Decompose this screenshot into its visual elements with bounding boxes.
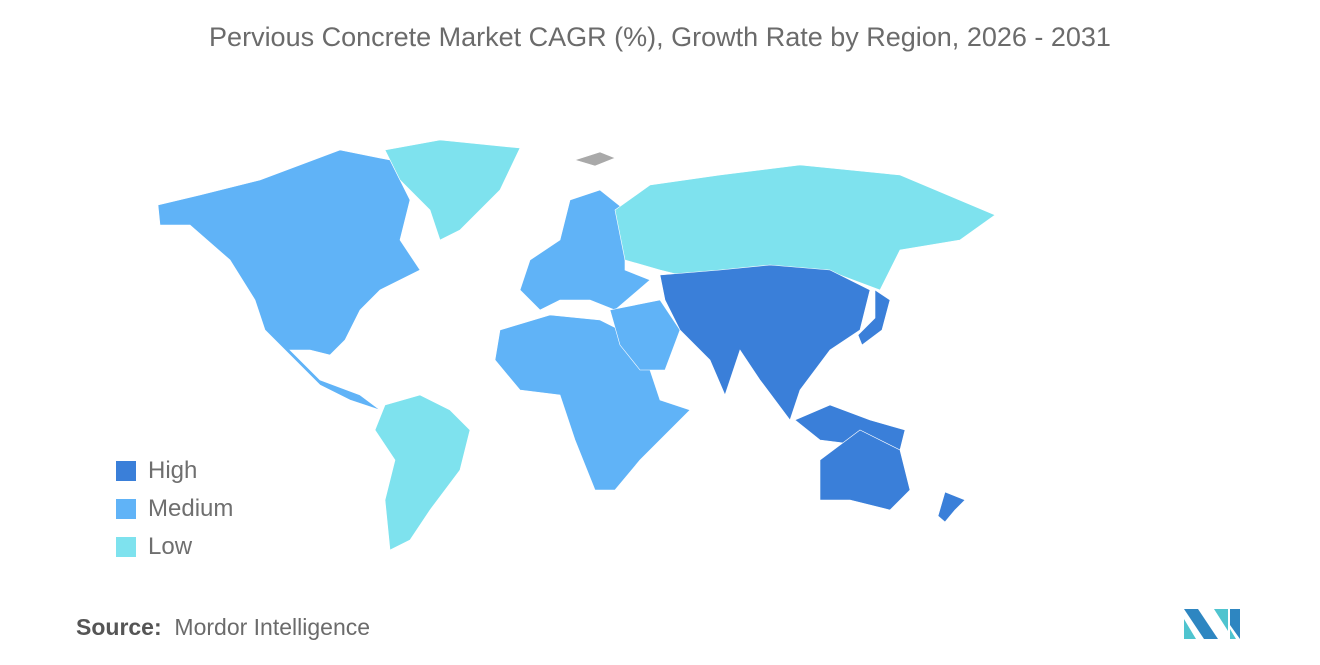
legend-label: Low <box>148 533 193 560</box>
region-south-america <box>374 394 471 551</box>
legend-item-high: High <box>116 452 233 490</box>
region-no-data-svalbard <box>573 151 616 167</box>
mordor-intelligence-logo <box>1184 609 1240 639</box>
legend-label: Medium <box>148 495 234 522</box>
legend-swatch-low <box>116 537 136 557</box>
legend-swatch-medium <box>116 499 136 519</box>
legend-swatch-high <box>116 461 136 481</box>
legend: High Medium Low <box>116 452 233 566</box>
legend-item-low: Low <box>116 528 233 566</box>
region-russia <box>614 164 996 291</box>
source-note: Source: Mordor Intelligence <box>76 614 370 641</box>
region-greenland <box>384 139 521 241</box>
region-asia <box>659 264 871 421</box>
legend-label: High <box>148 457 198 484</box>
source-label: Source: <box>76 614 162 640</box>
region-australia <box>819 429 911 511</box>
region-middle-east <box>609 299 681 371</box>
region-new-zealand <box>937 491 966 523</box>
chart-title: Pervious Concrete Market CAGR (%), Growt… <box>209 22 1111 52</box>
region-japan <box>857 289 891 346</box>
region-north-america <box>157 149 421 411</box>
legend-item-medium: Medium <box>116 490 233 528</box>
source-value: Mordor Intelligence <box>174 614 371 640</box>
